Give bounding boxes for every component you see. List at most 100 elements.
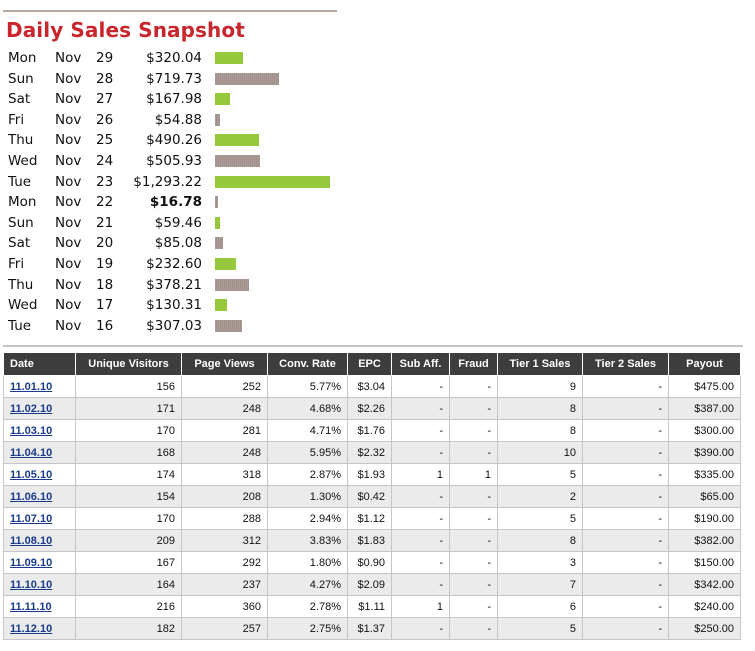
- date-link[interactable]: 11.09.10: [10, 556, 53, 569]
- snapshot-row: Mon Nov 22 $16.78: [0, 191, 340, 212]
- snapshot-date: 27: [96, 91, 114, 108]
- cell-sub-aff: 1: [391, 595, 450, 618]
- cell-epc: $2.26: [347, 397, 392, 420]
- column-header-unique-visitors[interactable]: Unique Visitors: [75, 352, 182, 376]
- cell-conv-rate: 2.87%: [267, 463, 348, 486]
- snapshot-day: Tue: [8, 317, 32, 334]
- snapshot-amount: $378.21: [146, 276, 202, 293]
- table-row: 11.02.10 171 248 4.68% $2.26- -8- $387.00: [3, 397, 741, 420]
- cell-fraud: -: [449, 551, 498, 574]
- cell-date: 11.05.10: [3, 463, 76, 486]
- snapshot-row: Sun Nov 21 $59.46: [0, 212, 340, 233]
- column-header-tier1-sales[interactable]: Tier 1 Sales: [497, 352, 583, 376]
- cell-epc: $1.83: [347, 529, 392, 552]
- snapshot-amount: $505.93: [146, 152, 202, 169]
- snapshot-amount: $16.78: [149, 194, 202, 211]
- date-link[interactable]: 11.08.10: [10, 534, 53, 547]
- snapshot-bar: [215, 52, 243, 64]
- snapshot-day: Tue: [8, 173, 32, 190]
- cell-fraud: -: [449, 529, 498, 552]
- column-header-page-views[interactable]: Page Views: [181, 352, 268, 376]
- cell-page-views: 312: [181, 529, 268, 552]
- date-link[interactable]: 11.12.10: [10, 622, 53, 635]
- column-header-sub-aff[interactable]: Sub Aff.: [391, 352, 450, 376]
- date-link[interactable]: 11.02.10: [10, 402, 53, 415]
- cell-payout: $335.00: [668, 463, 741, 486]
- cell-page-views: 288: [181, 507, 268, 530]
- snapshot-day: Thu: [8, 276, 34, 293]
- cell-sub-aff: -: [391, 551, 450, 574]
- snapshot-date: 21: [96, 214, 114, 231]
- cell-payout: $342.00: [668, 573, 741, 596]
- table-divider: [3, 345, 743, 347]
- cell-epc: $0.90: [347, 551, 392, 574]
- date-link[interactable]: 11.06.10: [10, 490, 53, 503]
- cell-conv-rate: 2.75%: [267, 617, 348, 640]
- snapshot-date: 28: [96, 70, 114, 87]
- snapshot-month: Nov: [55, 132, 82, 149]
- cell-fraud: -: [449, 595, 498, 618]
- snapshot-date: 24: [96, 152, 114, 169]
- snapshot-row: Tue Nov 23 $1,293.22: [0, 171, 340, 192]
- date-link[interactable]: 11.07.10: [10, 512, 53, 525]
- date-link[interactable]: 11.03.10: [10, 424, 53, 437]
- table-row: 11.06.10 154 208 1.30% $0.42- -2- $65.00: [3, 485, 741, 508]
- date-link[interactable]: 11.10.10: [10, 578, 53, 591]
- cell-tier2-sales: -: [582, 419, 669, 442]
- cell-payout: $382.00: [668, 529, 741, 552]
- cell-conv-rate: 2.94%: [267, 507, 348, 530]
- column-header-payout[interactable]: Payout: [668, 352, 741, 376]
- snapshot-day: Fri: [8, 255, 25, 272]
- cell-unique-visitors: 209: [75, 529, 182, 552]
- snapshot-amount: $307.03: [146, 317, 202, 334]
- snapshot-bar: [215, 196, 218, 209]
- snapshot-month: Nov: [55, 70, 82, 87]
- column-header-date[interactable]: Date: [3, 352, 76, 376]
- date-link[interactable]: 11.11.10: [10, 600, 52, 613]
- cell-conv-rate: 1.80%: [267, 551, 348, 574]
- column-header-tier2-sales[interactable]: Tier 2 Sales: [582, 352, 669, 376]
- snapshot-day: Sun: [8, 214, 34, 231]
- cell-payout: $65.00: [668, 485, 741, 508]
- cell-date: 11.01.10: [3, 375, 76, 398]
- snapshot-bar: [215, 257, 236, 270]
- cell-page-views: 252: [181, 375, 268, 398]
- date-link[interactable]: 11.04.10: [10, 446, 53, 459]
- cell-page-views: 292: [181, 551, 268, 574]
- cell-sub-aff: -: [391, 485, 450, 508]
- cell-unique-visitors: 164: [75, 573, 182, 596]
- snapshot-date: 29: [96, 50, 114, 66]
- snapshot-month: Nov: [55, 276, 82, 293]
- snapshot-bar: [215, 113, 220, 126]
- snapshot-row: Fri Nov 19 $232.60: [0, 253, 340, 274]
- cell-conv-rate: 4.71%: [267, 419, 348, 442]
- snapshot-bar: [215, 299, 227, 312]
- cell-tier2-sales: -: [582, 551, 669, 574]
- snapshot-amount: $130.31: [146, 297, 202, 314]
- snapshot-month: Nov: [55, 235, 82, 252]
- cell-epc: $1.11: [347, 595, 392, 618]
- cell-tier2-sales: -: [582, 529, 669, 552]
- column-header-epc[interactable]: EPC: [347, 352, 392, 376]
- snapshot-row: Wed Nov 24 $505.93: [0, 150, 340, 171]
- snapshot-month: Nov: [55, 194, 82, 211]
- cell-page-views: 281: [181, 419, 268, 442]
- cell-fraud: -: [449, 397, 498, 420]
- date-link[interactable]: 11.05.10: [10, 468, 53, 481]
- cell-payout: $390.00: [668, 441, 741, 464]
- cell-sub-aff: -: [391, 573, 450, 596]
- cell-sub-aff: -: [391, 375, 450, 398]
- cell-conv-rate: 2.78%: [267, 595, 348, 618]
- snapshot-date: 23: [96, 173, 114, 190]
- snapshot-day: Wed: [8, 152, 38, 169]
- cell-payout: $300.00: [668, 419, 741, 442]
- snapshot-month: Nov: [55, 317, 82, 334]
- date-link[interactable]: 11.01.10: [10, 380, 53, 393]
- table-row: 11.12.10 182 257 2.75% $1.37- -5- $250.00: [3, 617, 741, 640]
- cell-fraud: -: [449, 573, 498, 596]
- snapshot-date: 26: [96, 111, 114, 128]
- column-header-conv-rate[interactable]: Conv. Rate: [267, 352, 348, 376]
- snapshot-row: Wed Nov 17 $130.31: [0, 294, 340, 315]
- snapshot-amount: $59.46: [154, 214, 202, 231]
- column-header-fraud[interactable]: Fraud: [449, 352, 498, 376]
